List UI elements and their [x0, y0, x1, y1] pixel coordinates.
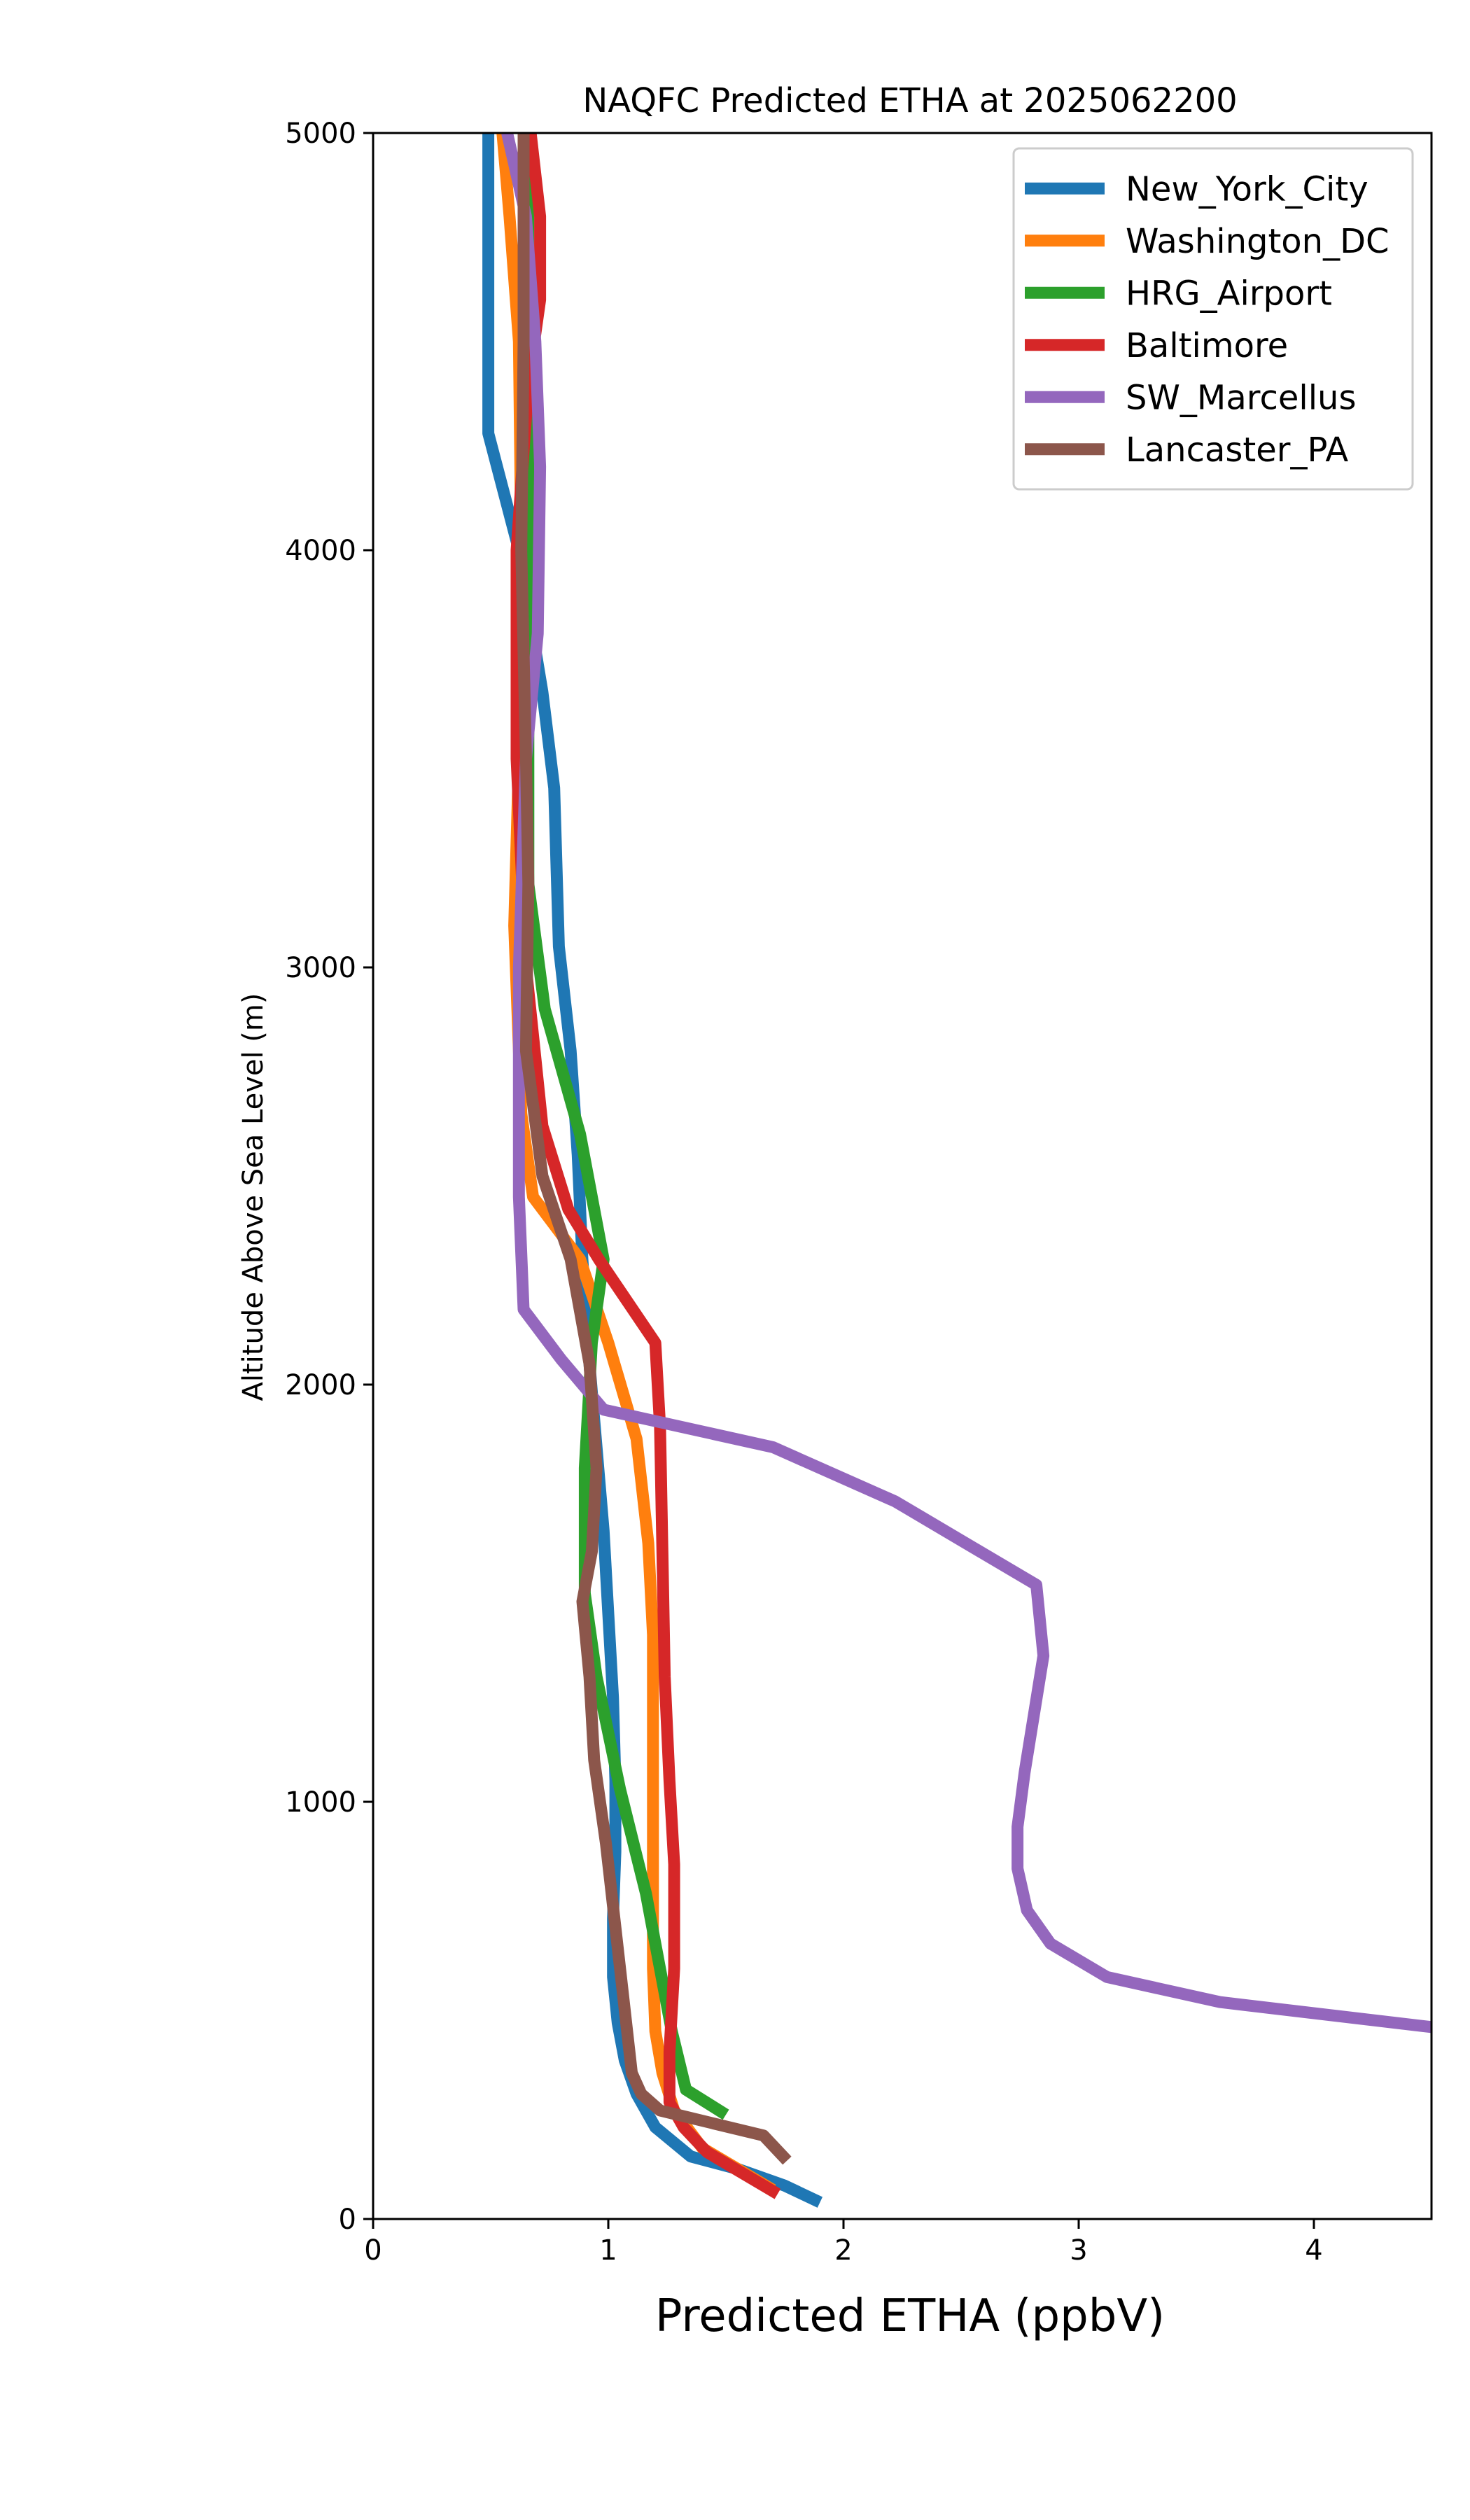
y-tick-label: 2000	[285, 1369, 356, 1401]
y-tick-label: 3000	[285, 952, 356, 984]
x-tick-label: 2	[834, 2234, 852, 2267]
legend-label: HRG_Airport	[1126, 274, 1332, 313]
y-tick-label: 0	[339, 2204, 356, 2236]
legend: New_York_City Washington_DC HRG_Airport Bal…	[1012, 147, 1414, 491]
plot-frame	[372, 132, 1433, 2220]
series-line-lancaster-pa	[515, 133, 792, 2165]
y-axis-label: Altitude Above Sea Level (m)	[237, 993, 270, 1401]
legend-label: New_York_City	[1126, 169, 1368, 209]
y-tick-label: 1000	[285, 1786, 356, 1819]
legend-label: Washington_DC	[1126, 222, 1390, 261]
chart-title: NAQFC Predicted ETHA at 2025062200	[582, 81, 1237, 120]
y-tick-label: 5000	[285, 118, 356, 150]
series-line-sw-marcellus	[501, 133, 1432, 2033]
x-tick-label: 4	[1305, 2234, 1322, 2267]
series-line-new-york-city	[482, 133, 823, 2208]
axes-layer: 0 1 2 3 4 0 1000 2000 3000 4000 5000	[285, 118, 1433, 2267]
legend-label: Lancaster_PA	[1126, 430, 1348, 470]
x-tick-label: 1	[599, 2234, 617, 2267]
x-tick-label: 3	[1070, 2234, 1087, 2267]
x-tick-label: 0	[364, 2234, 382, 2267]
y-tick-label: 4000	[285, 535, 356, 567]
legend-box	[1012, 147, 1414, 491]
legend-label: SW_Marcellus	[1126, 378, 1356, 417]
legend-label: Baltimore	[1126, 326, 1288, 365]
x-axis-label: Predicted ETHA (ppbV)	[655, 2290, 1165, 2342]
series-layer	[482, 133, 1432, 2208]
